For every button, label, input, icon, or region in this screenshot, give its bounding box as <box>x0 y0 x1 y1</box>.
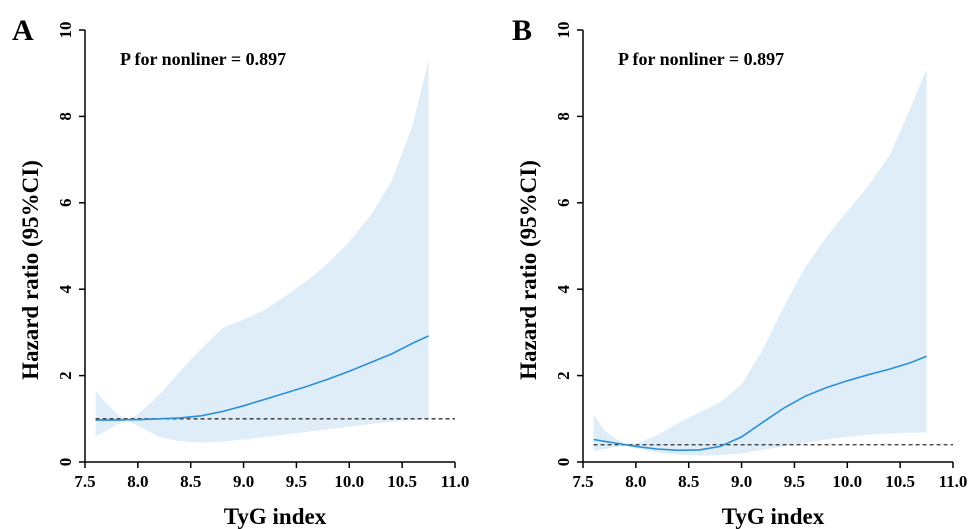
panel-b-y-tick-label: 10 <box>554 22 573 39</box>
panel-a: 7.5 8.0 8.5 9.0 9.5 10.0 10.5 11.0 0 2 4 6 8 10 A P f… <box>12 14 469 529</box>
panel-a-y-axis-label: Hazard ratio (95%CI) <box>18 160 43 380</box>
panel-b-y-tick-label: 6 <box>554 199 573 208</box>
panel-a-y-tick-label: 6 <box>56 199 75 208</box>
panel-b: 7.5 8.0 8.5 9.0 9.5 10.0 10.5 11.0 0 2 4 6 8 10 B P f… <box>512 14 967 529</box>
panel-b-x-tick-label: 10.0 <box>832 472 862 491</box>
panel-b-x-tick-label: 9.0 <box>731 472 752 491</box>
panel-b-x-tick-label: 8.0 <box>625 472 646 491</box>
panel-b-y-tick-label: 4 <box>554 284 573 293</box>
panel-a-x-tick-label: 9.5 <box>286 472 307 491</box>
panel-b-label: B <box>512 14 532 47</box>
panel-a-x-axis-label: TyG index <box>224 504 327 529</box>
panel-a-label: A <box>12 14 34 47</box>
panel-a-x-tick-label: 9.0 <box>233 472 254 491</box>
panel-a-y-tick-label: 8 <box>56 112 75 121</box>
panel-b-x-axis-label: TyG index <box>722 504 825 529</box>
panel-a-y-tick-label: 2 <box>56 371 75 380</box>
panel-b-x-tick-label: 7.5 <box>572 472 593 491</box>
panel-a-x-tick-label: 11.0 <box>441 472 470 491</box>
panel-a-p-value-annotation: P for nonliner = 0.897 <box>120 49 286 69</box>
panel-b-confidence-band <box>593 68 927 456</box>
panel-b-x-tick-label: 11.0 <box>939 472 968 491</box>
panel-b-hazard-ratio-line <box>593 355 927 452</box>
panel-a-confidence-band <box>95 60 429 443</box>
panel-b-y-tick-label: 8 <box>554 112 573 121</box>
panel-b-x-tick-label: 9.5 <box>784 472 805 491</box>
panel-a-y-tick-label: 4 <box>56 284 75 293</box>
panel-b-y-tick-label: 0 <box>554 458 573 467</box>
panel-b-y-axis-label: Hazard ratio (95%CI) <box>516 160 541 380</box>
panel-b-p-value-annotation: P for nonliner = 0.897 <box>618 49 784 69</box>
panel-b-y-tick-label: 2 <box>554 371 573 380</box>
panel-a-x-tick-label: 10.5 <box>387 472 417 491</box>
panel-a-x-tick-label: 10.0 <box>334 472 364 491</box>
panel-a-y-tick-label: 10 <box>56 22 75 39</box>
panel-b-x-tick-label: 10.5 <box>885 472 915 491</box>
panel-a-x-tick-label: 7.5 <box>74 472 95 491</box>
panel-b-x-tick-label: 8.5 <box>678 472 699 491</box>
panel-a-x-tick-label: 8.5 <box>180 472 201 491</box>
panel-a-y-tick-label: 0 <box>56 458 75 467</box>
panel-a-hazard-ratio-line <box>95 335 429 421</box>
panel-a-x-tick-label: 8.0 <box>127 472 148 491</box>
